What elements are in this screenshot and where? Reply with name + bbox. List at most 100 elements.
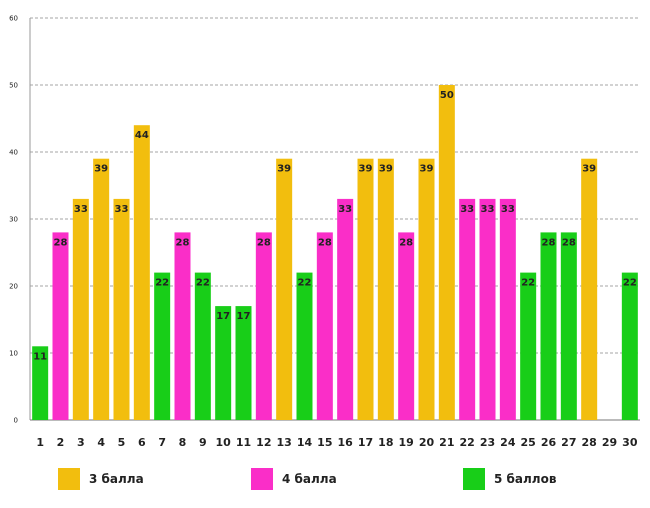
data-label-23: 33: [481, 204, 495, 215]
y-tick-label-0: 0: [14, 417, 18, 425]
bar-16-series-1: [337, 198, 354, 420]
x-tick-label-16: 16: [338, 436, 354, 449]
x-tick-label-24: 24: [500, 436, 516, 449]
data-label-24: 33: [501, 204, 515, 215]
axes: [29, 18, 640, 421]
x-tick-label-23: 23: [480, 436, 495, 449]
x-tick-label-13: 13: [277, 436, 292, 449]
x-tick-label-5: 5: [118, 436, 126, 449]
bar-8-series-1: [174, 232, 191, 420]
data-label-17: 39: [359, 164, 373, 175]
x-tick-label-25: 25: [521, 436, 536, 449]
data-label-18: 39: [379, 164, 393, 175]
data-label-5: 33: [115, 204, 129, 215]
y-tick-label-50: 50: [9, 82, 18, 90]
legend-swatch-5-ballov: [463, 468, 485, 490]
bar-22-series-1: [459, 198, 476, 420]
legend-item-5-ballov: 5 баллов: [463, 466, 556, 492]
bar-6-series-0: [133, 125, 150, 420]
x-tick-label-29: 29: [602, 436, 617, 449]
data-label-15: 28: [318, 237, 332, 248]
data-label-28: 39: [582, 164, 596, 175]
x-tick-label-7: 7: [158, 436, 166, 449]
data-label-12: 28: [257, 237, 271, 248]
x-tick-label-14: 14: [297, 436, 313, 449]
bars: [32, 85, 638, 420]
data-label-20: 39: [420, 164, 434, 175]
bar-19-series-1: [398, 232, 415, 420]
bar-26-series-2: [540, 232, 557, 420]
bar-3-series-0: [72, 198, 89, 420]
data-label-19: 28: [399, 237, 413, 248]
bar-18-series-0: [377, 158, 394, 420]
x-tick-label-21: 21: [439, 436, 454, 449]
data-label-30: 22: [623, 278, 637, 289]
x-tick-label-26: 26: [541, 436, 557, 449]
bar-2-series-1: [52, 232, 69, 420]
x-tick-label-2: 2: [57, 436, 65, 449]
x-tick-label-22: 22: [460, 436, 475, 449]
bar-21-series-0: [438, 85, 455, 420]
x-tick-label-20: 20: [419, 436, 435, 449]
data-label-7: 22: [155, 278, 169, 289]
bar-5-series-0: [113, 198, 130, 420]
y-tick-label-60: 60: [9, 15, 18, 23]
y-tick-label-20: 20: [9, 283, 18, 291]
bar-30-series-2: [621, 272, 638, 420]
data-label-8: 28: [176, 237, 190, 248]
x-tick-label-3: 3: [77, 436, 85, 449]
data-label-27: 28: [562, 237, 576, 248]
bar-25-series-2: [520, 272, 537, 420]
y-tick-label-10: 10: [9, 350, 18, 358]
x-tick-label-11: 11: [236, 436, 251, 449]
y-tick-label-40: 40: [9, 149, 18, 157]
bar-20-series-0: [418, 158, 435, 420]
bar-12-series-1: [255, 232, 272, 420]
y-axis-ticks: 0 10 20 30 40 50 60: [9, 15, 18, 425]
bar-9-series-2: [194, 272, 211, 420]
y-tick-label-30: 30: [9, 216, 18, 224]
x-tick-label-27: 27: [561, 436, 576, 449]
data-label-11: 17: [237, 311, 251, 322]
x-tick-label-12: 12: [256, 436, 271, 449]
legend-label-3-balla: 3 балла: [89, 472, 144, 486]
bar-27-series-2: [560, 232, 577, 420]
x-tick-label-18: 18: [378, 436, 393, 449]
legend-item-4-balla: 4 балла: [251, 466, 337, 492]
x-tick-label-15: 15: [317, 436, 332, 449]
legend-swatch-3-balla: [58, 468, 80, 490]
data-label-6: 44: [135, 130, 149, 141]
bar-28-series-0: [581, 158, 598, 420]
legend-item-3-balla: 3 балла: [58, 466, 144, 492]
bar-10-series-2: [215, 306, 232, 420]
data-labels: 11 28 33 39 33 44 22 28 22 17 17 28 39 22 28 33 39 39 28 39…: [33, 90, 637, 362]
data-label-16: 33: [338, 204, 352, 215]
data-label-14: 22: [298, 278, 312, 289]
x-axis-ticks: 1 2 3 4 5 6 7 8 9 10 11 12 13 14 15 16 17 18 19 20 21 22 23 24 2…: [36, 436, 637, 449]
data-label-1: 11: [33, 351, 47, 362]
x-tick-label-9: 9: [199, 436, 207, 449]
x-tick-label-1: 1: [36, 436, 44, 449]
data-label-9: 22: [196, 278, 210, 289]
data-label-4: 39: [94, 164, 108, 175]
x-tick-label-19: 19: [399, 436, 414, 449]
bar-4-series-0: [93, 158, 110, 420]
bar-1-series-2: [32, 346, 49, 420]
bar-13-series-0: [276, 158, 293, 420]
bar-23-series-1: [479, 198, 496, 420]
x-tick-label-6: 6: [138, 436, 146, 449]
data-label-22: 33: [460, 204, 474, 215]
bar-17-series-0: [357, 158, 374, 420]
x-tick-label-4: 4: [97, 436, 105, 449]
bar-24-series-1: [499, 198, 516, 420]
data-label-3: 33: [74, 204, 88, 215]
data-label-25: 22: [521, 278, 535, 289]
legend-label-5-ballov: 5 баллов: [494, 472, 557, 486]
x-tick-label-30: 30: [622, 436, 638, 449]
legend-swatch-4-balla: [251, 468, 273, 490]
gridlines: [30, 17, 640, 354]
bar-14-series-2: [296, 272, 313, 420]
data-label-10: 17: [216, 311, 230, 322]
